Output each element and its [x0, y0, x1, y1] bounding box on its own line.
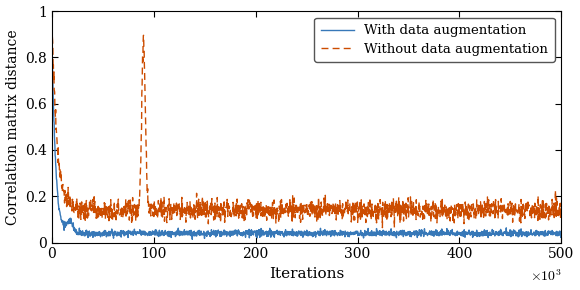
Without data augmentation — [543, 202, 550, 205]
Without data augmentation — [296, 217, 303, 220]
With data augmentation — [74, 231, 81, 234]
Legend: With data augmentation, Without data augmentation: With data augmentation, Without data aug… — [314, 18, 554, 62]
Line: With data augmentation: With data augmentation — [52, 31, 561, 239]
With data augmentation — [543, 232, 550, 236]
X-axis label: Iterations: Iterations — [269, 267, 344, 281]
Y-axis label: Correlation matrix distance: Correlation matrix distance — [6, 29, 20, 225]
With data augmentation — [296, 232, 303, 235]
Without data augmentation — [450, 209, 456, 212]
With data augmentation — [189, 238, 196, 241]
Without data augmentation — [74, 215, 81, 219]
Without data augmentation — [379, 226, 386, 229]
Text: $\times10^3$: $\times10^3$ — [530, 269, 561, 284]
Without data augmentation — [282, 202, 289, 206]
Without data augmentation — [48, 13, 55, 16]
With data augmentation — [48, 29, 55, 33]
With data augmentation — [450, 232, 456, 235]
Without data augmentation — [558, 207, 565, 211]
With data augmentation — [543, 232, 550, 236]
With data augmentation — [558, 233, 565, 236]
Line: Without data augmentation: Without data augmentation — [52, 14, 561, 228]
Without data augmentation — [543, 208, 550, 211]
With data augmentation — [283, 231, 290, 235]
